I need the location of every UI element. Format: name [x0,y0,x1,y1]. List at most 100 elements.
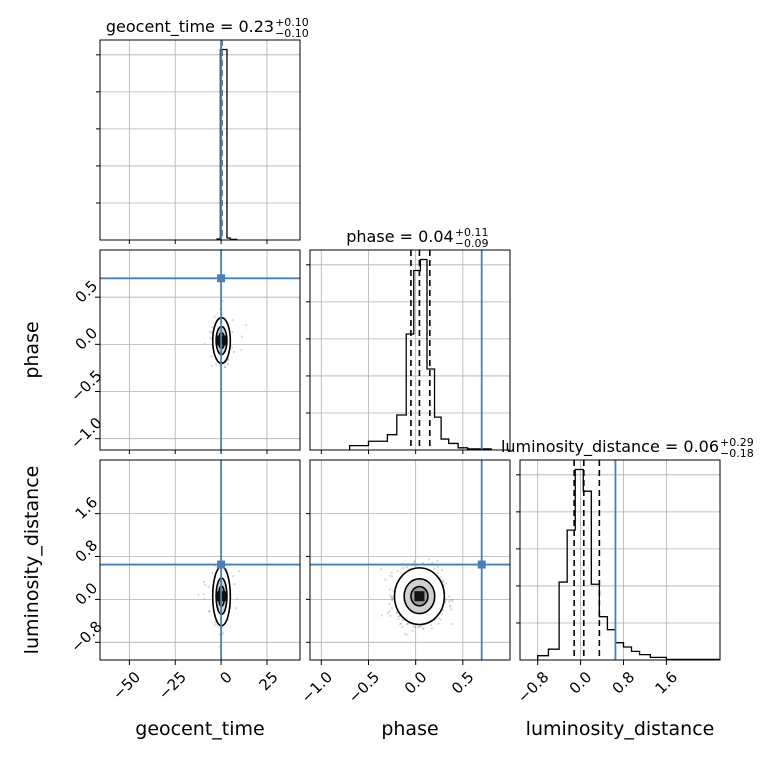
scatter-point [214,621,217,624]
panel-content [100,460,300,660]
histogram-title: phase = 0.04 [346,227,453,246]
x-tick-label: −0.5 [345,668,383,706]
scatter-point [389,594,392,597]
scatter-point [418,625,421,628]
scatter-point [449,605,452,608]
scatter-point [399,622,402,625]
panel-background [100,460,300,660]
scatter-point [380,568,383,571]
panel-content [100,40,300,240]
scatter-point [401,618,404,622]
panel-content [520,460,720,660]
scatter-point [236,597,239,600]
scatter-point [450,598,453,601]
scatter-point [433,568,436,571]
x-axis-label-phase: phase [381,718,438,740]
truth-marker [217,560,226,569]
x-tick-label: 0.0 [566,668,596,698]
panel-border [309,459,511,661]
x-tick-label: −25 [155,668,190,703]
scatter-point [388,610,391,613]
scatter-point [240,335,244,338]
scatter-point [444,599,448,602]
scatter-point [412,625,415,628]
scatter-panel-geocent_time-phase [99,249,301,451]
scatter-point [405,623,408,626]
histogram-title: luminosity_distance = 0.06 [501,437,719,457]
histogram-step [216,48,238,240]
panel-content [310,460,510,660]
scatter-point [202,580,206,584]
y-tick-label: 0.0 [72,324,102,354]
title-lower-error: −0.09 [455,237,489,250]
panel-background [100,40,300,240]
x-tick-label: 25 [255,668,281,694]
scatter-point [232,351,235,354]
scatter-point [442,581,445,584]
x-tick-label: 0.5 [448,668,478,698]
scatter-point [390,571,393,574]
scatter-point [231,331,234,334]
y-axis-label-phase: phase [21,321,43,378]
scatter-point [397,617,400,621]
scatter-point [449,608,453,611]
histogram-geocent_time: geocent_time = 0.23 +0.10−0.10 [96,16,309,241]
scatter-point [211,572,214,575]
scatter-point [395,610,398,613]
scatter-point [226,363,230,366]
scatter-point [240,349,243,352]
y-tick-label: 0.8 [72,536,102,566]
scatter-point [402,567,405,570]
scatter-point [204,583,207,587]
scatter-point [396,569,400,573]
scatter-point [222,631,225,635]
scatter-point [406,633,409,637]
scatter-point [214,363,217,366]
histogram-title: geocent_time = 0.23 [106,17,274,37]
scatter-point [213,315,216,318]
scatter-point [232,574,235,578]
x-tick-label: 0.8 [609,668,639,698]
scatter-point [436,565,439,568]
scatter-point [230,346,234,349]
panel-border [99,459,301,661]
scatter-point [405,566,409,569]
scatter-point [223,365,227,369]
scatter-point [235,607,238,610]
x-tick-label: −50 [109,668,144,703]
panel-background [100,250,300,450]
scatter-point [419,624,423,628]
scatter-point [401,625,404,628]
scatter-point [445,582,448,585]
x-tick-label: −1.0 [298,668,336,706]
scatter-point [449,599,452,602]
panel-background [310,460,510,660]
scatter-point [395,612,398,615]
scatter-point [442,608,445,612]
panel-border [99,249,301,451]
scatter-point [437,617,441,620]
scatter-point [421,627,424,631]
x-axis-label-luminosity_distance: luminosity_distance [526,718,715,740]
title-lower-error: −0.10 [275,27,309,40]
y-axis-label-luminosity_distance: luminosity_distance [21,466,43,655]
density-peak [414,591,425,602]
scatter-panel-phase-luminosity_distance [309,459,511,661]
title-upper-error: +0.10 [275,16,309,29]
x-tick-label: 0.0 [401,668,431,698]
panel-background [310,250,510,450]
scatter-point [441,569,444,572]
scatter-point [388,602,391,606]
scatter-point [213,623,216,627]
scatter-point [448,600,451,603]
scatter-point [439,576,442,579]
scatter-point [384,578,387,581]
scatter-point [422,626,425,630]
y-tick-label: 0.0 [72,579,102,609]
scatter-point [406,622,410,626]
scatter-point [386,612,389,615]
scatter-point [450,622,453,626]
scatter-point [208,330,212,333]
scatter-point [443,584,446,587]
scatter-point [208,610,211,613]
